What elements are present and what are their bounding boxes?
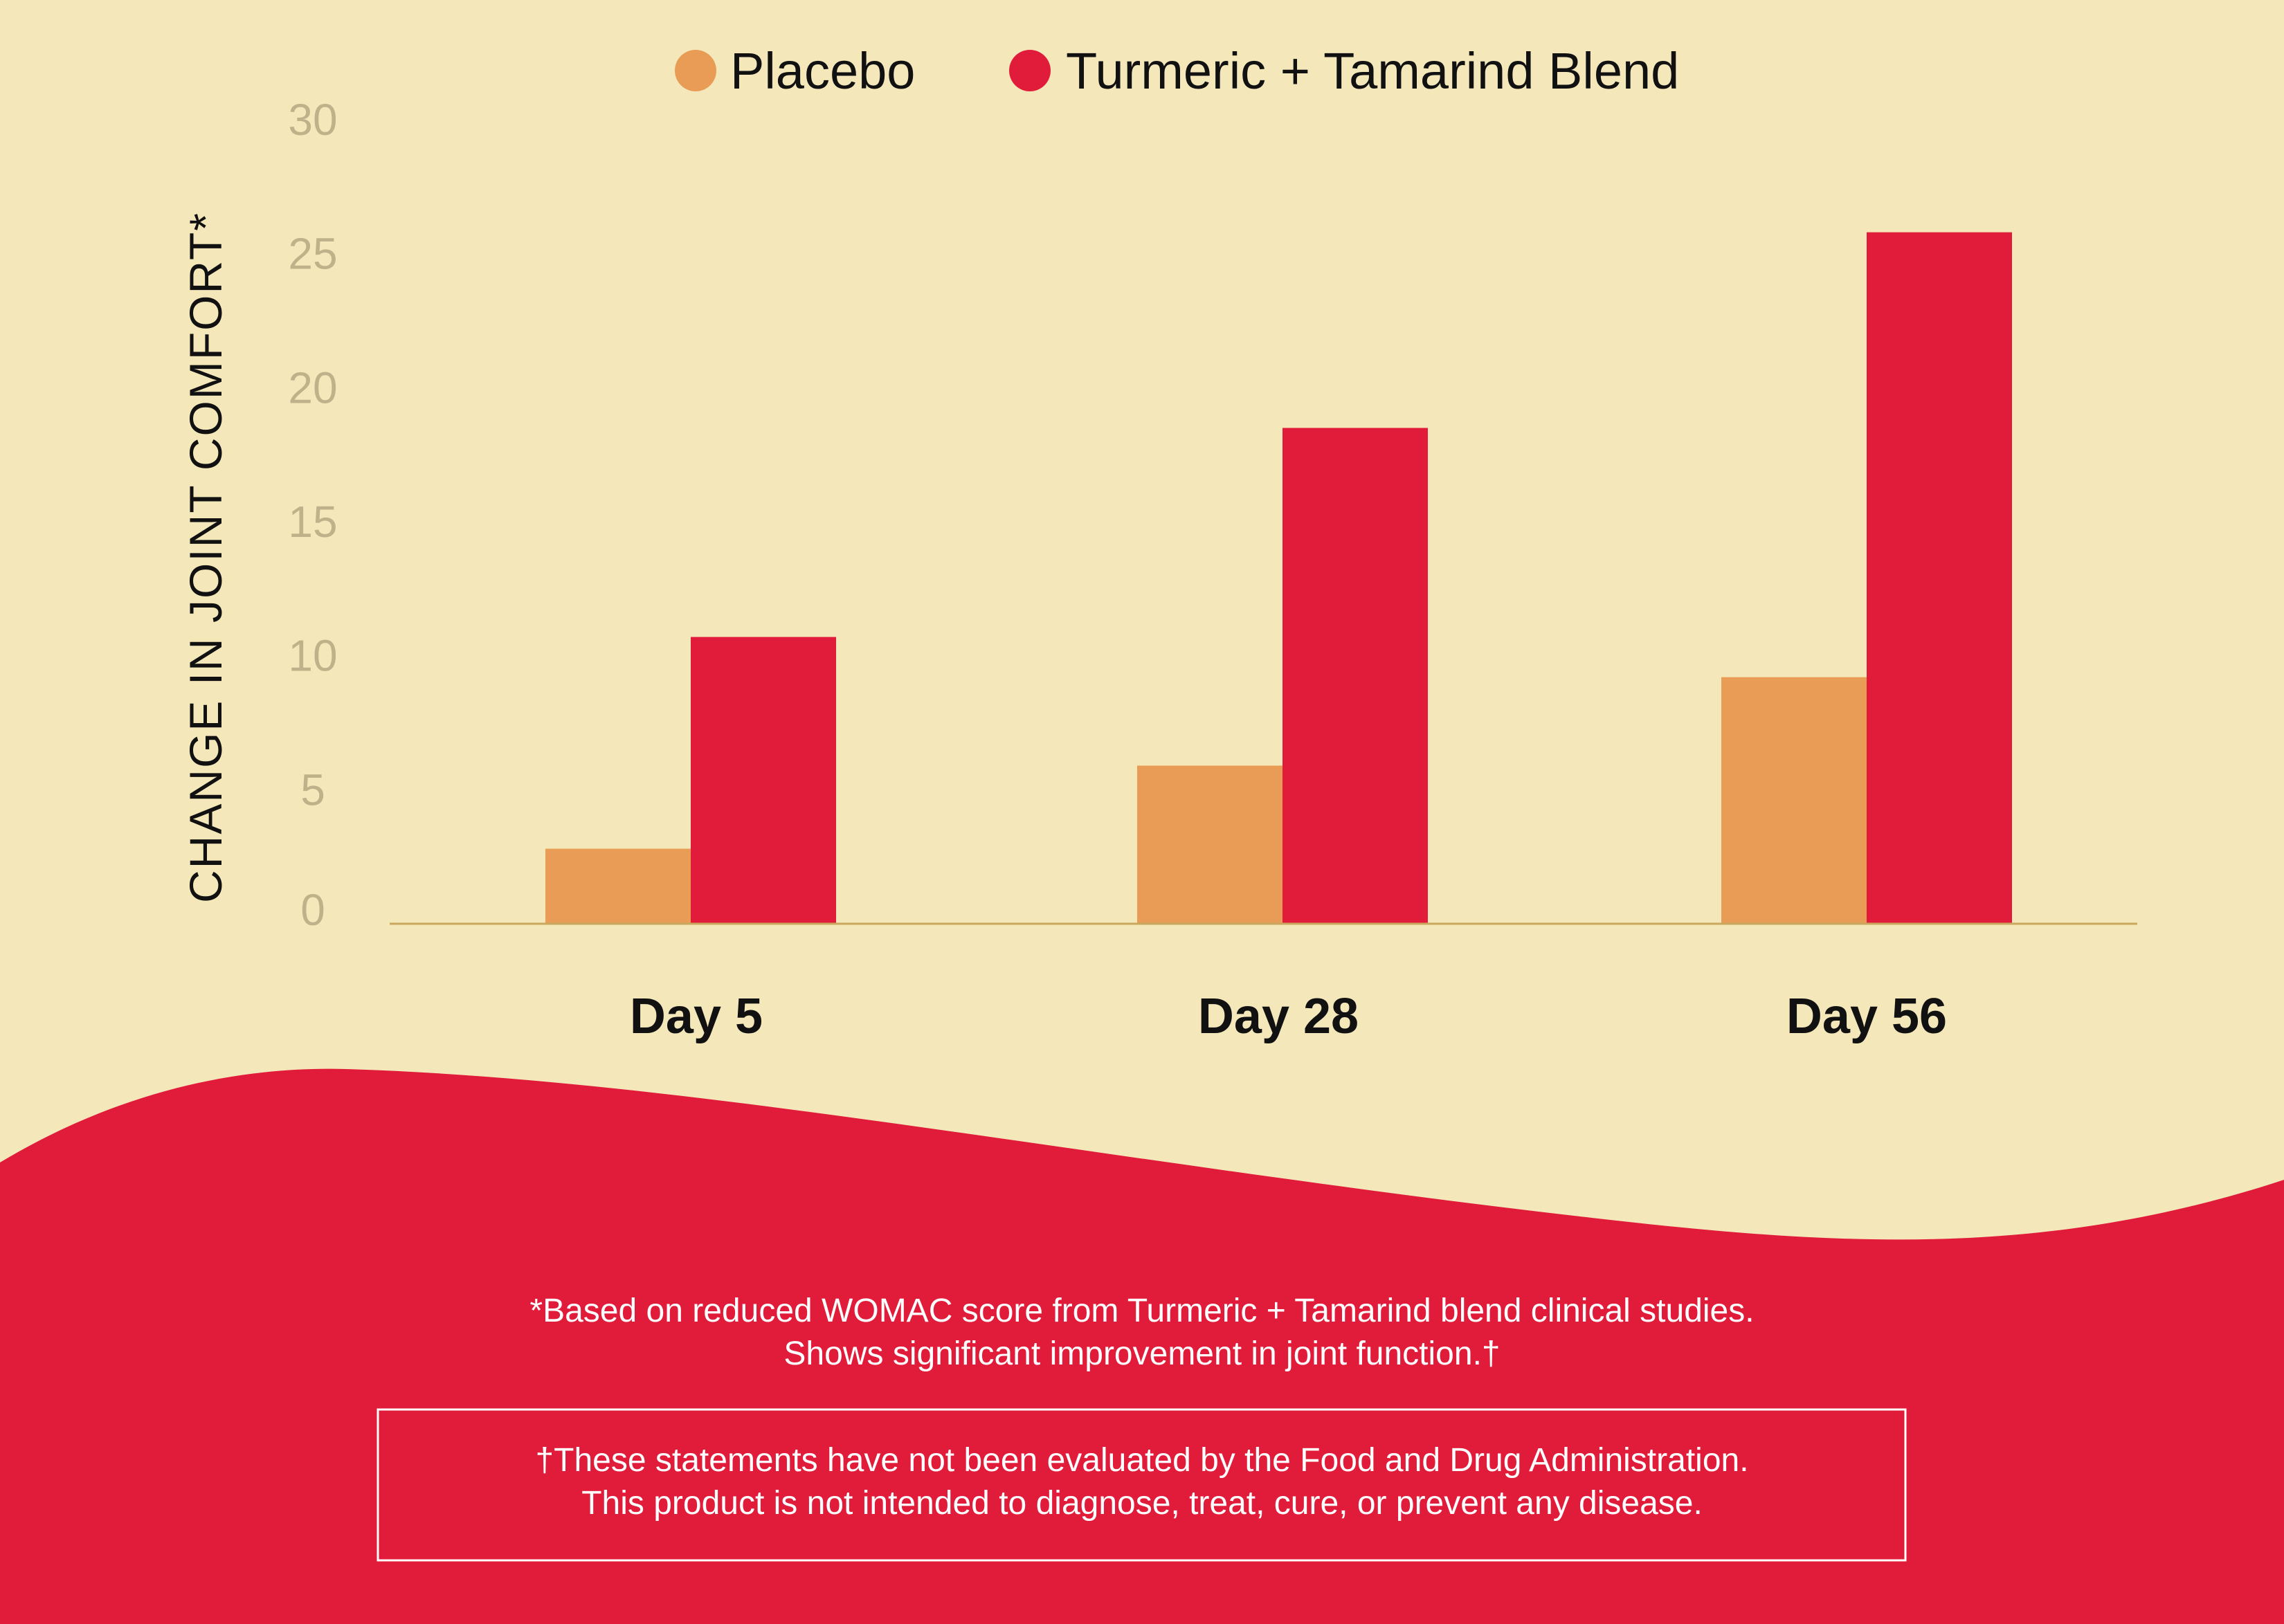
category-label: Day 56: [1786, 989, 1947, 1044]
legend-label-placebo: Placebo: [730, 42, 915, 100]
disclaimer-line-2: This product is not intended to diagnose…: [581, 1485, 1703, 1522]
y-tick-label: 20: [288, 363, 337, 412]
category-label: Day 28: [1198, 989, 1359, 1044]
y-axis-title: CHANGE IN JOINT COMFORT*: [180, 212, 231, 903]
category-label: Day 5: [630, 989, 763, 1044]
y-axis-ticks: 0 5 10 15 20 25 30: [288, 95, 337, 935]
bar-blend-2: [1867, 232, 2012, 924]
disclaimer-line-1: †These statements have not been evaluate…: [535, 1442, 1748, 1479]
bar-placebo-2: [1721, 677, 1867, 924]
x-axis-categories: Day 5 Day 28 Day 56: [630, 989, 1947, 1044]
y-tick-label: 10: [288, 631, 337, 681]
bars: [545, 232, 2012, 924]
legend-label-blend: Turmeric + Tamarind Blend: [1066, 42, 1679, 100]
y-tick-label: 15: [288, 497, 337, 547]
y-tick-label: 25: [288, 229, 337, 279]
legend: Placebo Turmeric + Tamarind Blend: [675, 42, 1679, 100]
bar-placebo-0: [545, 848, 691, 924]
footnote-line-2: Shows significant improvement in joint f…: [783, 1335, 1500, 1372]
footer-wave: [0, 1068, 2284, 1624]
footnote-line-1: *Based on reduced WOMAC score from Turme…: [529, 1293, 1754, 1329]
y-tick-label: 30: [288, 95, 337, 145]
bar-blend-0: [691, 637, 836, 924]
y-tick-label: 0: [300, 885, 325, 935]
disclaimer-box: [377, 1408, 1907, 1562]
y-tick-label: 5: [300, 765, 325, 814]
bar-placebo-1: [1137, 765, 1283, 924]
bar-blend-1: [1283, 428, 1428, 924]
legend-swatch-blend: [1009, 50, 1051, 91]
legend-swatch-placebo: [675, 50, 716, 91]
